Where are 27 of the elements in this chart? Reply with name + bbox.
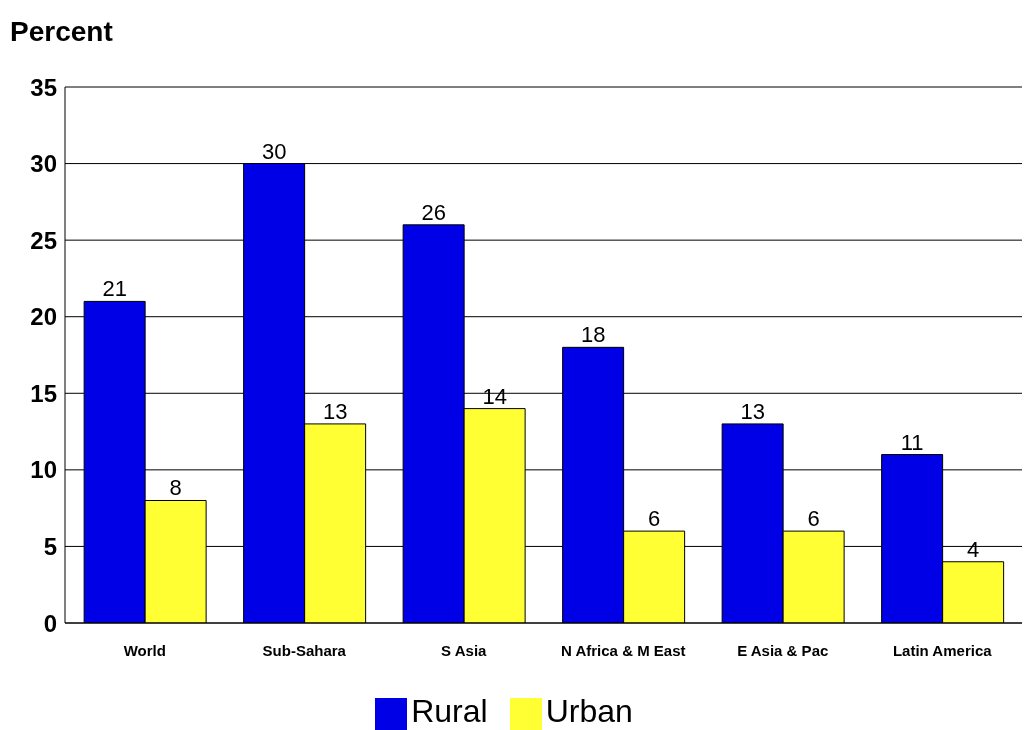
x-tick-label: E Asia & Pac bbox=[737, 641, 829, 659]
legend-label: Urban bbox=[545, 693, 633, 729]
data-label: 18 bbox=[580, 322, 606, 348]
legend-label: Rural bbox=[411, 693, 488, 729]
data-label: 26 bbox=[421, 199, 446, 225]
x-tick-label: S Asia bbox=[441, 641, 488, 659]
y-tick-label: 5 bbox=[43, 532, 57, 560]
x-tick-label: World bbox=[123, 641, 166, 659]
y-tick-label: 35 bbox=[30, 73, 57, 101]
data-label: 8 bbox=[169, 475, 182, 501]
data-label: 11 bbox=[900, 429, 924, 455]
y-tick-label: 15 bbox=[30, 379, 57, 407]
y-tick-label: 30 bbox=[30, 150, 57, 178]
data-label: 6 bbox=[807, 506, 820, 532]
data-label: 21 bbox=[102, 276, 127, 302]
x-tick-label: N Africa & M East bbox=[561, 641, 686, 659]
x-tick-label: Latin America bbox=[892, 641, 993, 659]
data-label: 13 bbox=[322, 398, 348, 424]
y-tick-label: 10 bbox=[30, 456, 57, 484]
y-tick-label: 25 bbox=[30, 226, 57, 254]
data-label: 13 bbox=[740, 398, 765, 424]
y-tick-label: 0 bbox=[43, 609, 57, 637]
y-axis-title: Percent bbox=[10, 16, 113, 48]
data-label: 30 bbox=[261, 138, 287, 164]
data-label: 6 bbox=[648, 506, 661, 532]
x-tick-label: Sub-Sahara bbox=[262, 641, 347, 659]
y-tick-label: 20 bbox=[30, 303, 57, 331]
